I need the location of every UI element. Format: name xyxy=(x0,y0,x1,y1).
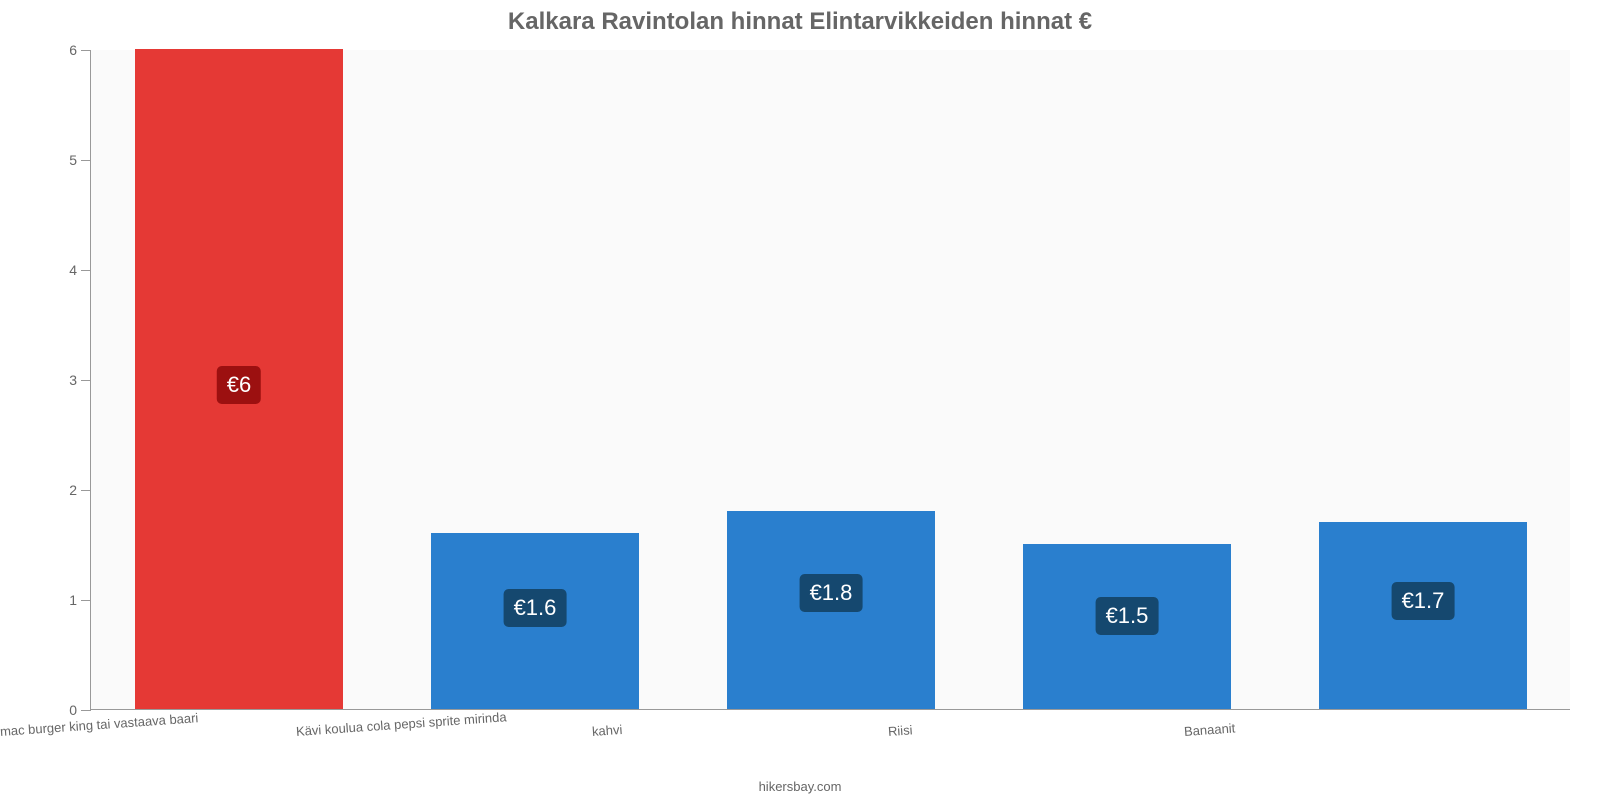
x-axis-label: Banaanit xyxy=(1183,720,1235,739)
y-tick-label: 3 xyxy=(69,372,91,388)
y-tick-label: 2 xyxy=(69,482,91,498)
x-axis-labels: mac burger king tai vastaava baariKävi k… xyxy=(90,716,1570,776)
bar-value-badge: €1.6 xyxy=(504,589,567,627)
bar: €1.5 xyxy=(1023,544,1230,709)
credit-text: hikersbay.com xyxy=(0,779,1600,794)
chart-title: Kalkara Ravintolan hinnat Elintarvikkeid… xyxy=(0,8,1600,36)
x-axis-label: Riisi xyxy=(887,722,913,739)
bar-value-badge: €1.5 xyxy=(1096,597,1159,635)
bar: €6 xyxy=(135,49,342,709)
bar: €1.7 xyxy=(1319,522,1526,709)
y-tick-label: 5 xyxy=(69,152,91,168)
bar: €1.8 xyxy=(727,511,934,709)
bar-value-badge: €1.7 xyxy=(1392,582,1455,620)
y-tick-label: 4 xyxy=(69,262,91,278)
x-axis-label: kahvi xyxy=(591,722,622,739)
bar-value-badge: €1.8 xyxy=(800,574,863,612)
x-axis-label: Kävi koulua cola pepsi sprite mirinda xyxy=(295,709,507,739)
plot-area: 0123456€6€1.6€1.8€1.5€1.7 xyxy=(90,50,1570,710)
bar: €1.6 xyxy=(431,533,638,709)
y-tick-label: 0 xyxy=(69,702,91,718)
bar-value-badge: €6 xyxy=(217,366,261,404)
bar-chart: Kalkara Ravintolan hinnat Elintarvikkeid… xyxy=(0,0,1600,800)
x-axis-label: mac burger king tai vastaava baari xyxy=(0,710,198,739)
y-tick-label: 1 xyxy=(69,592,91,608)
y-tick-label: 6 xyxy=(69,42,91,58)
